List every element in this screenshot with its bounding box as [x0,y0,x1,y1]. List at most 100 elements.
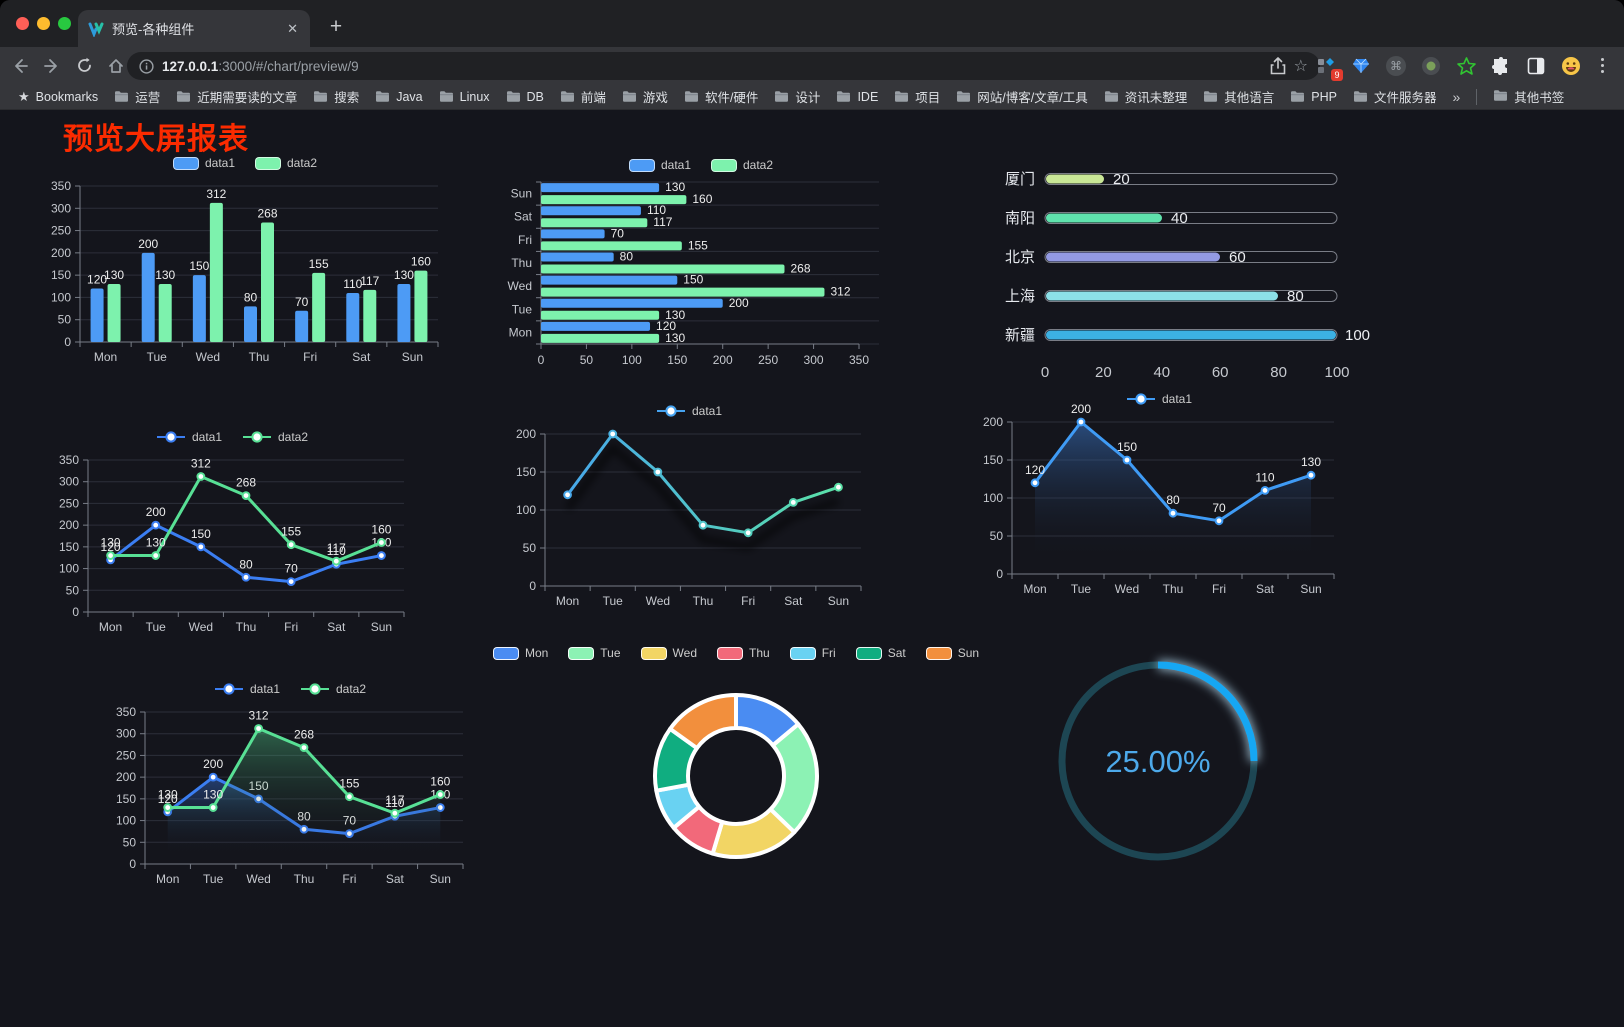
svg-text:Tue: Tue [147,350,168,364]
page-title: 预览大屏报表 [63,123,249,156]
legend-item[interactable]: data1 [1126,392,1192,406]
minimize-window-button[interactable] [37,17,50,30]
extension-puzzle-icon[interactable] [1490,55,1512,77]
forward-button[interactable] [38,52,66,80]
bookmark-folder[interactable]: Linux [433,88,496,106]
legend-item[interactable]: Wed [640,646,697,660]
bookmark-folder[interactable]: Java [369,88,428,106]
svg-text:上海: 上海 [1005,288,1035,305]
legend-swatch [568,646,595,660]
legend-item[interactable]: data2 [711,158,773,172]
extension-gem-icon[interactable] [1350,55,1372,77]
chart-progress-bars: 厦门 20 南阳 40 北京 60 上海 80 新疆 100 0 20 40 60 80 100 [993,162,1371,390]
svg-text:350: 350 [59,453,79,467]
legend-item[interactable]: data1 [172,156,235,170]
extension-grid-icon[interactable]: 9 [1315,55,1343,81]
legend-swatch [789,646,816,660]
legend-swatch [711,158,737,172]
svg-text:120: 120 [1025,463,1045,477]
extension-emoji-icon[interactable] [1560,55,1582,77]
url-path: :3000/#/chart/preview/9 [218,58,359,74]
svg-text:Thu: Thu [511,256,532,270]
share-button[interactable] [1270,57,1286,75]
site-info-icon[interactable] [139,58,154,74]
svg-text:70: 70 [284,562,298,576]
legend-item[interactable]: data1 [656,404,722,418]
back-button[interactable] [6,52,34,80]
browser-tab[interactable]: 预览-各种组件 ✕ [78,10,310,47]
bookmark-folder[interactable]: 搜索 [307,85,365,108]
svg-text:300: 300 [51,201,71,215]
svg-text:Sat: Sat [784,594,803,608]
legend-item[interactable]: Tue [568,646,621,660]
svg-text:130: 130 [155,268,175,282]
extension-star-icon[interactable] [1455,55,1477,77]
svg-text:0: 0 [529,579,536,593]
bookmark-folder[interactable]: 文件服务器 [1347,85,1443,108]
bookmark-folder[interactable]: 游戏 [616,85,674,108]
toolbar: 127.0.0.1:3000/#/chart/preview/9 ☆ 9 ⌘ [0,47,1624,84]
legend-item[interactable]: Thu [717,646,770,660]
chart-legend: data1 [503,400,875,422]
zoom-window-button[interactable] [58,17,71,30]
bookmarks-overflow-button[interactable]: » [1452,88,1461,105]
svg-text:Sat: Sat [327,620,346,634]
legend-item[interactable]: data1 [156,430,222,444]
bookmark-folder[interactable]: 设计 [768,85,826,108]
bookmark-folder[interactable]: 项目 [888,85,946,108]
legend-item[interactable]: data1 [214,682,280,696]
extension-command-icon[interactable]: ⌘ [1385,55,1407,77]
bookmark-folder[interactable]: PHP [1284,88,1343,106]
bookmarks-manager-item[interactable]: ★ Bookmarks [12,87,104,107]
close-window-button[interactable] [16,17,29,30]
chart-legend: Mon Tue Wed Thu Fri Sat Sun [492,642,979,664]
svg-text:150: 150 [1117,440,1137,454]
bookmark-folder[interactable]: DB [500,88,550,106]
chart-legend: data1 data2 [46,426,418,448]
svg-text:130: 130 [394,268,414,282]
bookmark-folder[interactable]: 网站/博客/文章/工具 [950,85,1093,108]
svg-text:Fri: Fri [1212,582,1226,596]
legend-item[interactable]: Mon [492,646,548,660]
extension-reading-icon[interactable] [1525,55,1547,77]
legend-item[interactable]: data2 [255,156,317,170]
bookmark-folder[interactable]: 软件/硬件 [678,85,764,108]
other-bookmarks-folder[interactable]: 其他书签 [1487,85,1570,108]
svg-text:150: 150 [51,268,71,282]
new-tab-button[interactable]: + [329,15,343,38]
reload-button[interactable] [70,52,98,80]
home-button[interactable] [102,52,130,80]
bookmark-star-button[interactable]: ☆ [1293,58,1308,75]
legend-swatch [717,646,743,660]
legend-item[interactable]: Sun [925,646,979,660]
svg-text:130: 130 [203,788,223,802]
legend-item[interactable]: Sat [855,646,906,660]
url-host: 127.0.0.1 [162,58,219,74]
svg-text:350: 350 [849,353,869,367]
svg-text:268: 268 [236,476,256,490]
legend-item[interactable]: Fri [789,646,836,660]
svg-text:110: 110 [343,277,362,291]
svg-text:250: 250 [51,224,71,238]
bookmark-folder[interactable]: 资讯未整理 [1098,85,1194,108]
bookmark-folder[interactable]: 其他语言 [1197,85,1280,108]
svg-text:312: 312 [191,457,211,471]
address-bar[interactable]: 127.0.0.1:3000/#/chart/preview/9 ☆ [127,52,1320,80]
svg-text:Wed: Wed [189,620,213,634]
bookmark-folder[interactable]: 近期需要读的文章 [170,85,303,108]
browser-menu-button[interactable] [1595,58,1610,73]
bookmark-folder[interactable]: 运营 [108,85,166,108]
bookmark-folder[interactable]: IDE [830,88,884,106]
legend-item[interactable]: data2 [300,682,366,696]
legend-item[interactable]: data1 [628,158,691,172]
extension-record-icon[interactable] [1420,55,1442,77]
svg-text:Sun: Sun [511,187,532,201]
bookmark-folder[interactable]: 前端 [554,85,612,108]
svg-text:Fri: Fri [741,594,755,608]
legend-item[interactable]: data2 [242,430,308,444]
url-text[interactable]: 127.0.0.1:3000/#/chart/preview/9 [162,59,1262,74]
svg-text:200: 200 [713,353,733,367]
svg-text:110: 110 [647,203,666,217]
svg-text:200: 200 [59,518,79,532]
tab-close-icon[interactable]: ✕ [287,20,298,36]
